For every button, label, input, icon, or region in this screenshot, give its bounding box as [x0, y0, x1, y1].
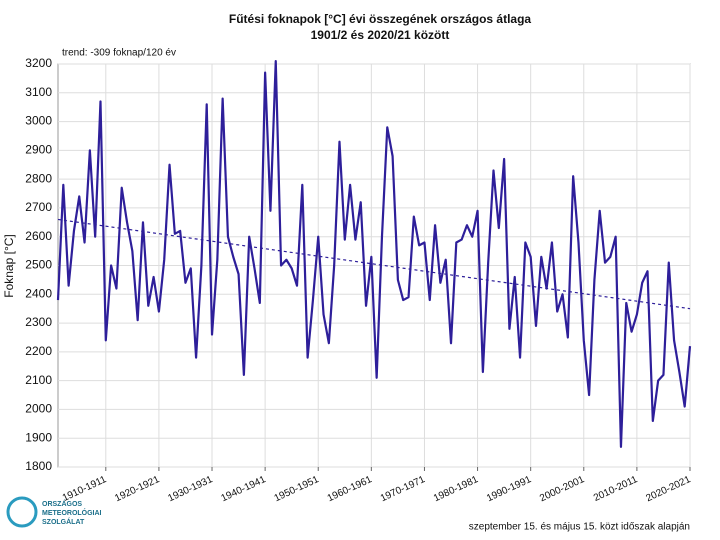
data-line: [56, 60, 692, 448]
x-tick-label: 1950-1951: [273, 474, 321, 504]
x-tick-label: 1980-1981: [432, 474, 480, 504]
logo-text: METEOROLÓGIAI: [42, 508, 102, 517]
x-tick-label: 2010-2011: [592, 474, 640, 504]
y-tick-label: 2600: [25, 229, 52, 243]
y-tick-label: 2100: [25, 373, 52, 387]
x-tick-label: 1930-1931: [166, 474, 214, 504]
logo-text: ORSZÁGOS: [42, 499, 82, 508]
y-tick-label: 3200: [25, 56, 52, 70]
y-tick-label: 2000: [25, 402, 52, 416]
x-tick-label: 1960-1961: [326, 474, 374, 504]
y-tick-label: 3100: [25, 85, 52, 99]
x-tick-label: 2000-2001: [538, 474, 586, 504]
chart-subtitle: 1901/2 és 2020/21 között: [311, 28, 450, 42]
x-tick-label: 1990-1991: [485, 474, 533, 504]
y-tick-label: 2400: [25, 286, 52, 300]
y-tick-label: 1900: [25, 430, 52, 444]
y-tick-label: 3000: [25, 114, 52, 128]
footnote: szeptember 15. és május 15. közt időszak…: [469, 522, 690, 533]
x-tick-label: 2020-2021: [644, 474, 692, 504]
y-tick-label: 2700: [25, 200, 52, 214]
y-tick-label: 2300: [25, 315, 52, 329]
x-tick-label: 1920-1921: [113, 474, 161, 504]
annotation: trend: -309 foknap/120 év: [62, 48, 176, 59]
logo-text: SZOLGÁLAT: [42, 517, 85, 526]
y-tick-label: 2200: [25, 344, 52, 358]
x-tick-label: 1940-1941: [220, 474, 268, 504]
y-axis-label: Foknap [°C]: [2, 234, 16, 298]
chart-title: Fűtési foknapok [°C] évi összegének orsz…: [229, 12, 532, 26]
x-tick-label: 1970-1971: [379, 474, 427, 504]
logo: ORSZÁGOS METEOROLÓGIAI SZOLGÁLAT: [6, 496, 102, 528]
y-tick-label: 2900: [25, 143, 52, 157]
x-tick-label: 1910-1911: [61, 474, 109, 504]
y-tick-label: 1800: [25, 459, 52, 473]
trend-line: [57, 218, 691, 310]
y-tick-label: 2500: [25, 258, 52, 272]
y-tick-label: 2800: [25, 171, 52, 185]
logo-icon: [6, 496, 38, 528]
